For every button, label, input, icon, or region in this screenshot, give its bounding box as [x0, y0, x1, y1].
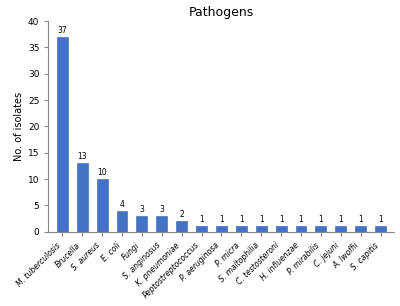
Bar	[176, 221, 187, 232]
Text: 1: 1	[358, 215, 363, 224]
Text: 2: 2	[179, 210, 184, 219]
Text: 3: 3	[159, 205, 164, 214]
Text: 1: 1	[239, 215, 244, 224]
Bar	[136, 216, 147, 232]
Text: 4: 4	[120, 200, 124, 208]
Text: 3: 3	[140, 205, 144, 214]
Bar	[97, 179, 108, 232]
Bar	[216, 226, 227, 232]
Bar	[296, 226, 306, 232]
Bar	[57, 37, 68, 232]
Text: 37: 37	[58, 26, 67, 35]
Text: 1: 1	[279, 215, 284, 224]
Text: 1: 1	[338, 215, 343, 224]
Bar	[116, 211, 128, 232]
Bar	[316, 226, 326, 232]
Bar	[276, 226, 286, 232]
Text: 1: 1	[299, 215, 303, 224]
Text: 1: 1	[318, 215, 323, 224]
Text: 1: 1	[219, 215, 224, 224]
Y-axis label: No. of isolates: No. of isolates	[14, 92, 24, 161]
Bar	[375, 226, 386, 232]
Text: 13: 13	[78, 152, 87, 161]
Bar	[256, 226, 267, 232]
Bar	[196, 226, 207, 232]
Bar	[355, 226, 366, 232]
Bar	[236, 226, 247, 232]
Text: 1: 1	[259, 215, 264, 224]
Text: 1: 1	[199, 215, 204, 224]
Title: Pathogens: Pathogens	[189, 6, 254, 19]
Bar	[156, 216, 167, 232]
Bar	[335, 226, 346, 232]
Text: 1: 1	[378, 215, 383, 224]
Bar	[77, 163, 88, 232]
Text: 10: 10	[97, 168, 107, 177]
